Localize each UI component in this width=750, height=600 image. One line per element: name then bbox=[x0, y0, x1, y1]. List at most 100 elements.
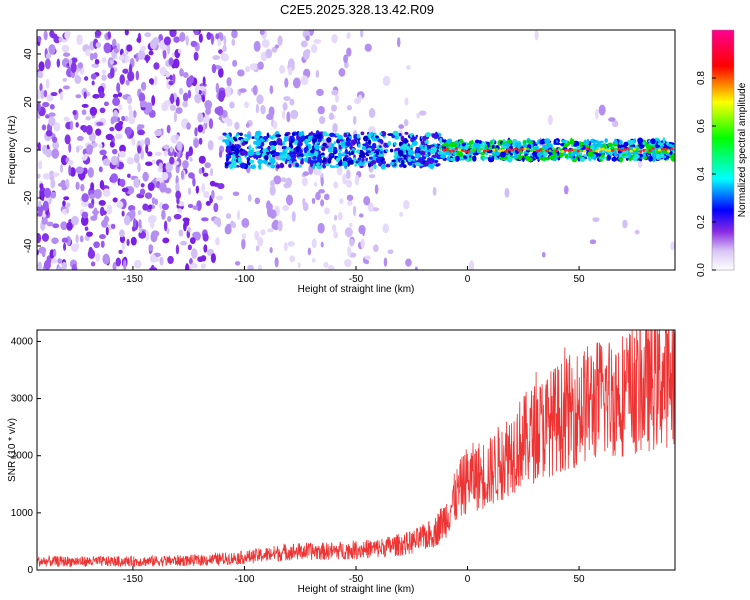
heatmap-cell bbox=[211, 189, 215, 200]
heatmap-cell bbox=[357, 143, 361, 148]
heatmap-cell bbox=[346, 104, 352, 111]
heatmap-cell bbox=[607, 149, 612, 152]
snr-y-ticks: 0 1000 2000 3000 4000 bbox=[11, 336, 41, 576]
heatmap-cell bbox=[633, 138, 637, 144]
x-tick-label: -100 bbox=[234, 274, 254, 285]
heatmap-cell bbox=[489, 147, 493, 151]
heatmap-cell bbox=[81, 103, 89, 108]
heatmap-cell bbox=[91, 142, 98, 148]
heatmap-cell bbox=[281, 157, 287, 161]
heatmap-cell bbox=[670, 147, 674, 151]
heatmap-cell bbox=[172, 73, 176, 84]
heatmap-cell bbox=[247, 194, 252, 202]
heatmap-cell bbox=[75, 121, 79, 128]
heatmap-cell bbox=[116, 82, 121, 93]
heatmap-cell bbox=[424, 153, 429, 157]
heatmap-cell bbox=[268, 153, 272, 159]
heatmap-cell bbox=[45, 129, 53, 137]
heatmap-cell bbox=[215, 82, 220, 94]
heatmap-cell bbox=[239, 88, 247, 93]
heatmap-cell bbox=[86, 231, 93, 237]
heatmap-cell bbox=[257, 131, 261, 137]
heatmap-cell bbox=[151, 95, 156, 106]
heatmap-cell bbox=[402, 164, 407, 169]
heatmap-cell bbox=[424, 139, 429, 145]
heatmap-cell bbox=[98, 234, 106, 240]
heatmap-cell bbox=[230, 145, 236, 151]
heatmap-cell bbox=[150, 231, 158, 243]
heatmap-cell bbox=[255, 155, 259, 160]
heatmap-cell bbox=[273, 175, 282, 185]
heatmap-cell bbox=[478, 140, 482, 144]
heatmap-cell bbox=[85, 116, 92, 121]
heatmap-cell bbox=[610, 149, 615, 152]
heatmap-cell bbox=[433, 159, 439, 164]
heatmap-cell bbox=[501, 148, 505, 152]
heatmap-cell bbox=[64, 134, 71, 145]
heatmap-cell bbox=[450, 157, 454, 162]
heatmap-cell bbox=[587, 151, 594, 158]
heatmap-cell bbox=[211, 63, 217, 74]
heatmap-cell bbox=[635, 147, 640, 151]
heatmap-cell bbox=[109, 126, 115, 132]
heatmap-cell bbox=[467, 150, 471, 153]
heatmap-cell bbox=[91, 80, 95, 86]
heatmap-cell bbox=[517, 142, 522, 149]
heatmap-cell bbox=[104, 215, 109, 223]
heatmap-cell bbox=[567, 148, 571, 152]
heatmap-cell bbox=[340, 153, 346, 157]
heatmap-cell bbox=[89, 52, 94, 61]
heatmap-cell bbox=[372, 244, 379, 253]
heatmap-cell bbox=[247, 134, 251, 139]
heatmap-cell bbox=[389, 161, 395, 166]
heatmap-cell bbox=[218, 49, 223, 54]
heatmap-cell bbox=[360, 238, 365, 249]
heatmap-cell bbox=[200, 263, 207, 269]
heatmap-cell bbox=[270, 151, 274, 155]
heatmap-cell bbox=[71, 263, 78, 270]
heatmap-cell bbox=[564, 154, 569, 159]
heatmap-cell bbox=[335, 157, 341, 163]
heatmap-cell bbox=[121, 187, 129, 193]
heatmap-cell bbox=[299, 137, 304, 143]
heatmap-cell bbox=[46, 221, 54, 227]
heatmap-cell bbox=[626, 147, 630, 151]
heatmap-cell bbox=[112, 262, 117, 270]
heatmap-cell bbox=[249, 63, 258, 71]
heatmap-cell bbox=[420, 150, 426, 156]
heatmap-cell bbox=[357, 161, 364, 167]
heatmap-cell bbox=[407, 149, 415, 156]
heatmap-cell bbox=[311, 44, 318, 54]
heatmap-cell bbox=[223, 35, 227, 46]
heatmap-cell bbox=[598, 104, 606, 116]
heatmap-cell bbox=[96, 121, 104, 126]
heatmap-cell bbox=[267, 228, 274, 233]
heatmap-cell bbox=[60, 221, 68, 231]
heatmap-cell bbox=[187, 244, 192, 251]
heatmap-cell bbox=[328, 132, 336, 137]
heatmap-cell bbox=[632, 147, 637, 151]
heatmap-cell bbox=[198, 168, 203, 175]
heatmap-cell bbox=[320, 177, 324, 187]
heatmap-cell bbox=[482, 149, 487, 153]
heatmap-cell bbox=[397, 149, 404, 156]
heatmap-cell bbox=[161, 203, 170, 211]
colorbar-tick-label: 0.2 bbox=[696, 215, 707, 229]
heatmap-cell bbox=[541, 138, 546, 145]
heatmap-cell bbox=[84, 226, 89, 231]
heatmap-cell bbox=[138, 219, 142, 229]
heatmap-cell bbox=[432, 154, 438, 159]
heatmap-cell bbox=[535, 149, 540, 153]
heatmap-cell bbox=[61, 44, 70, 53]
heatmap-cell bbox=[251, 136, 255, 140]
heatmap-cell bbox=[197, 256, 204, 263]
heatmap-cell bbox=[163, 150, 169, 157]
heatmap-cell bbox=[300, 40, 308, 48]
heatmap-cell bbox=[93, 207, 98, 219]
heatmap-cell bbox=[483, 156, 488, 160]
heatmap-cell bbox=[91, 63, 100, 68]
heatmap-cell bbox=[462, 146, 466, 149]
heatmap-cell bbox=[354, 174, 360, 186]
x-tick-label: 50 bbox=[574, 274, 586, 285]
heatmap-cell bbox=[105, 226, 109, 236]
